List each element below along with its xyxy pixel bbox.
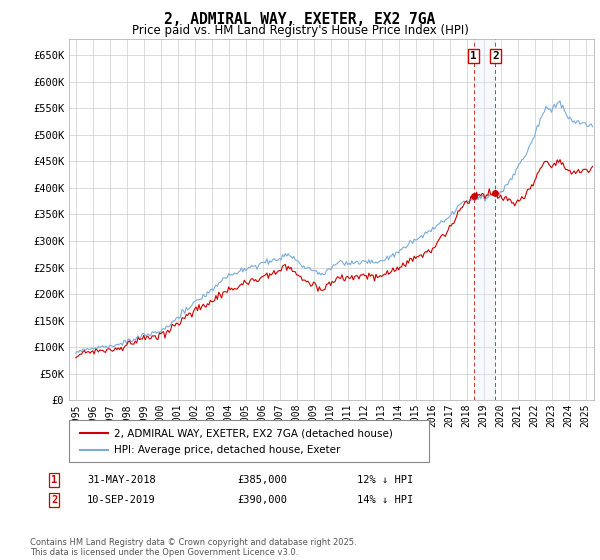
Text: 1: 1 xyxy=(51,475,57,485)
Text: £390,000: £390,000 xyxy=(237,495,287,505)
Text: 14% ↓ HPI: 14% ↓ HPI xyxy=(357,495,413,505)
Text: 12% ↓ HPI: 12% ↓ HPI xyxy=(357,475,413,485)
Text: 2: 2 xyxy=(51,495,57,505)
Text: HPI: Average price, detached house, Exeter: HPI: Average price, detached house, Exet… xyxy=(114,445,340,455)
Text: Contains HM Land Registry data © Crown copyright and database right 2025.
This d: Contains HM Land Registry data © Crown c… xyxy=(30,538,356,557)
Text: Price paid vs. HM Land Registry's House Price Index (HPI): Price paid vs. HM Land Registry's House … xyxy=(131,24,469,36)
Bar xyxy=(474,39,495,400)
Text: 31-MAY-2018: 31-MAY-2018 xyxy=(87,475,156,485)
Text: 2: 2 xyxy=(492,51,499,61)
Text: 2, ADMIRAL WAY, EXETER, EX2 7GA (detached house): 2, ADMIRAL WAY, EXETER, EX2 7GA (detache… xyxy=(114,428,393,438)
Text: 2, ADMIRAL WAY, EXETER, EX2 7GA: 2, ADMIRAL WAY, EXETER, EX2 7GA xyxy=(164,12,436,27)
Text: 10-SEP-2019: 10-SEP-2019 xyxy=(87,495,156,505)
Text: £385,000: £385,000 xyxy=(237,475,287,485)
Text: 1: 1 xyxy=(470,51,477,61)
